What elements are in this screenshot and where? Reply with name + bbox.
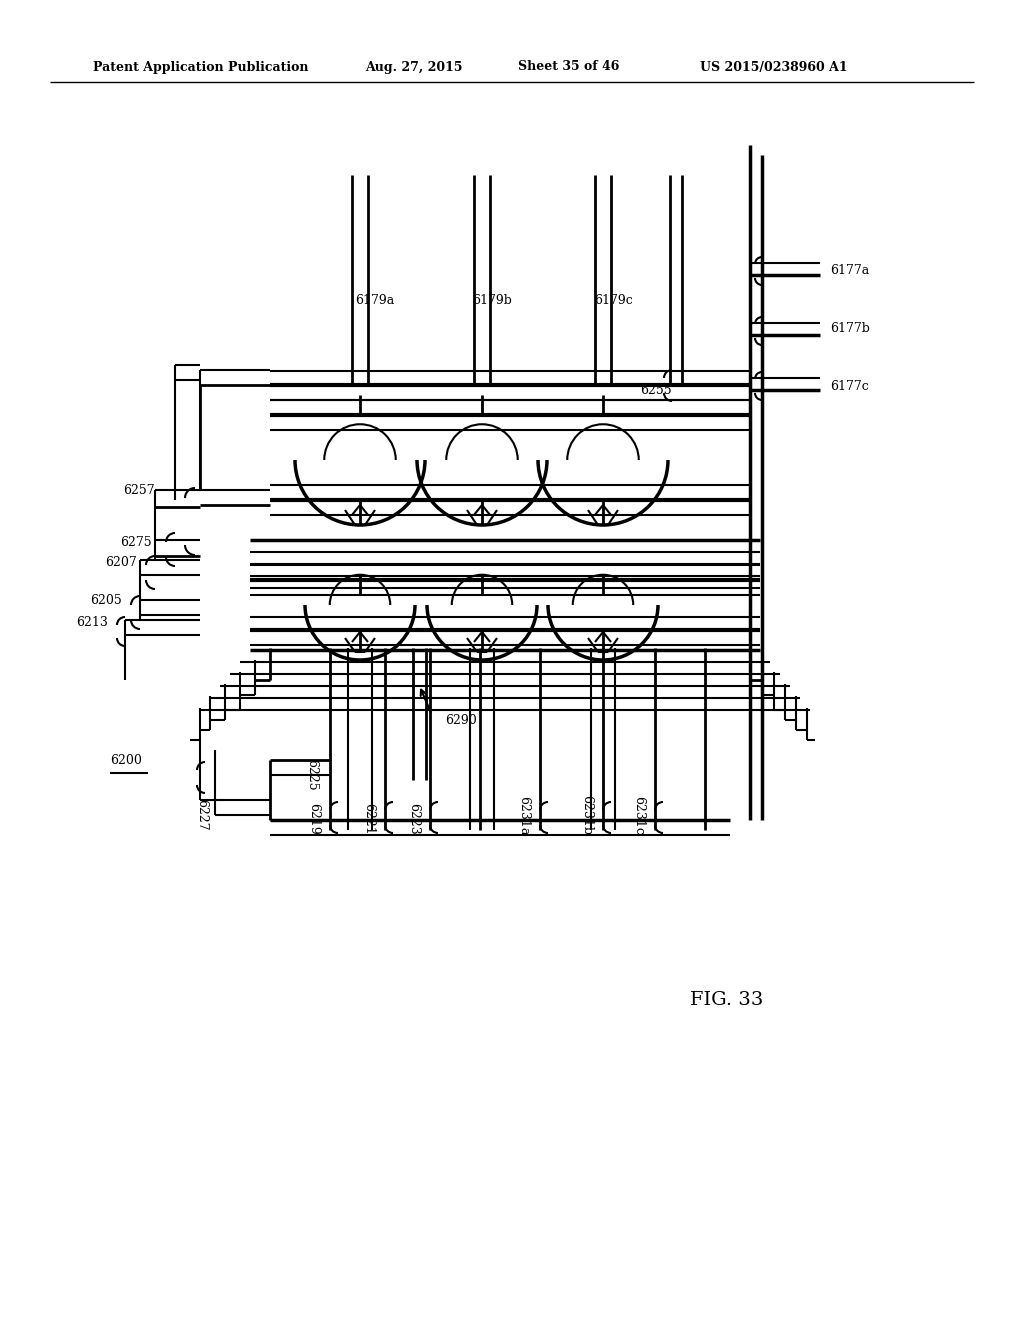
- Text: 6231a: 6231a: [517, 796, 530, 836]
- Text: Sheet 35 of 46: Sheet 35 of 46: [518, 61, 620, 74]
- Text: 6290: 6290: [445, 714, 477, 726]
- Text: 6231c: 6231c: [632, 796, 645, 836]
- Text: 6207: 6207: [105, 556, 137, 569]
- Text: Patent Application Publication: Patent Application Publication: [93, 61, 308, 74]
- Text: FIG. 33: FIG. 33: [690, 991, 763, 1008]
- Text: 6200: 6200: [110, 754, 142, 767]
- Text: 6257: 6257: [123, 483, 155, 496]
- Text: 6205: 6205: [90, 594, 122, 606]
- Text: 6223: 6223: [407, 804, 420, 836]
- Text: 6213: 6213: [76, 615, 108, 628]
- Text: 6179a: 6179a: [355, 293, 394, 306]
- Text: 6179c: 6179c: [594, 293, 633, 306]
- Text: 6179b: 6179b: [472, 293, 512, 306]
- Text: 6225: 6225: [305, 759, 318, 791]
- Text: 6231b: 6231b: [580, 795, 593, 836]
- Text: 6227: 6227: [195, 799, 208, 830]
- Text: 6177b: 6177b: [830, 322, 869, 334]
- Text: Aug. 27, 2015: Aug. 27, 2015: [365, 61, 463, 74]
- Text: 6255: 6255: [640, 384, 672, 396]
- Text: 6177c: 6177c: [830, 380, 868, 393]
- Text: US 2015/0238960 A1: US 2015/0238960 A1: [700, 61, 848, 74]
- Text: 6221: 6221: [362, 804, 375, 836]
- Text: 6177a: 6177a: [830, 264, 869, 276]
- Text: 6219: 6219: [307, 804, 319, 836]
- Text: 6275: 6275: [121, 536, 152, 549]
